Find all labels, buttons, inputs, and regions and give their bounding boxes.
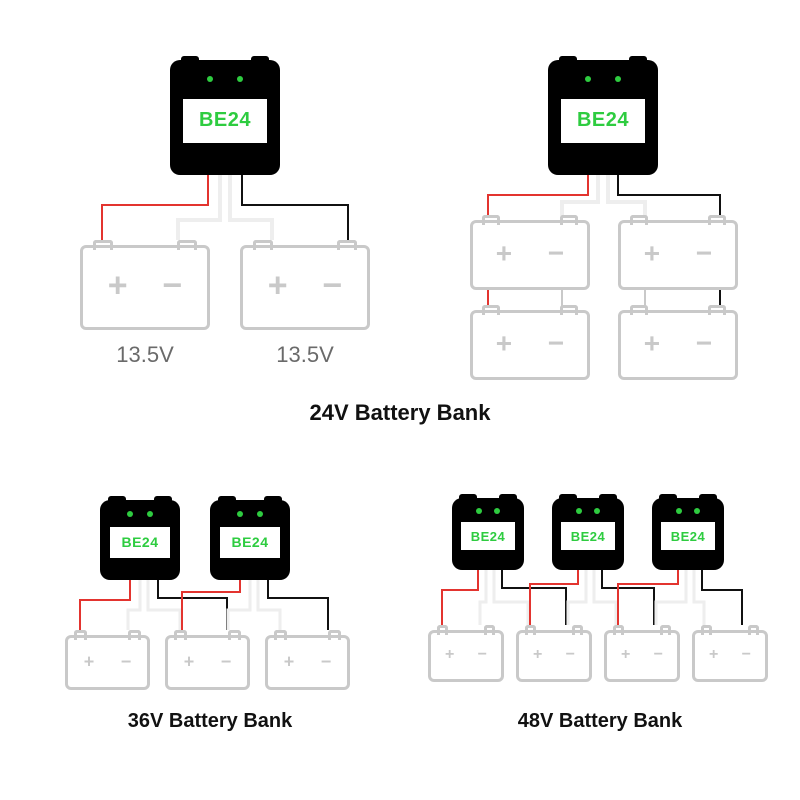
module-label: BE24 [571, 529, 606, 544]
module-screen: BE24 [461, 522, 516, 549]
battery: + − [692, 630, 768, 682]
module-label: BE24 [471, 529, 506, 544]
panel-24v-2bat: BE24 + − + − 13.5V 13.5V [60, 30, 390, 360]
panel-24v-4bat: BE24 + − + − + − + − [440, 30, 770, 390]
section-title-36v: 36V Battery Bank [50, 710, 370, 733]
led-icon [237, 76, 243, 82]
battery: + − [516, 630, 592, 682]
equalizer-module: BE24 [210, 500, 290, 580]
led-icon [147, 511, 153, 517]
battery-minus-icon: − [566, 646, 575, 664]
module-screen: BE24 [561, 522, 616, 549]
equalizer-module: BE24 [452, 498, 524, 570]
led-icon [594, 508, 600, 514]
section-title-24v: 24V Battery Bank [0, 400, 800, 426]
battery: + − [80, 245, 210, 330]
equalizer-module: BE24 [552, 498, 624, 570]
led-icon [694, 508, 700, 514]
module-label: BE24 [231, 534, 268, 550]
battery-minus-icon: − [696, 327, 712, 359]
battery-plus-icon: + [84, 651, 95, 672]
battery-plus-icon: + [644, 237, 660, 269]
battery: + − [470, 310, 590, 380]
module-label: BE24 [199, 109, 251, 132]
battery-minus-icon: − [221, 651, 232, 672]
battery-minus-icon: − [654, 646, 663, 664]
battery-minus-icon: − [548, 327, 564, 359]
battery-minus-icon: − [478, 646, 487, 664]
module-label: BE24 [121, 534, 158, 550]
battery: + − [240, 245, 370, 330]
battery-plus-icon: + [445, 646, 454, 664]
module-screen: BE24 [220, 527, 281, 557]
led-icon [237, 511, 243, 517]
battery-minus-icon: − [322, 266, 342, 305]
led-icon [585, 76, 591, 82]
led-icon [476, 508, 482, 514]
led-icon [676, 508, 682, 514]
battery-minus-icon: − [321, 651, 332, 672]
led-icon [615, 76, 621, 82]
battery-plus-icon: + [533, 646, 542, 664]
module-label: BE24 [671, 529, 706, 544]
battery: + − [428, 630, 504, 682]
equalizer-module: BE24 [100, 500, 180, 580]
module-label: BE24 [577, 109, 629, 132]
module-screen: BE24 [110, 527, 171, 557]
battery-plus-icon: + [621, 646, 630, 664]
battery-minus-icon: − [121, 651, 132, 672]
equalizer-module: BE24 [170, 60, 280, 175]
battery-plus-icon: + [496, 327, 512, 359]
battery: + − [618, 310, 738, 380]
module-screen: BE24 [183, 99, 267, 143]
panel-36v: BE24 BE24 + − + − + − 36V Battery Bank [50, 470, 370, 750]
equalizer-module: BE24 [548, 60, 658, 175]
led-icon [207, 76, 213, 82]
battery-minus-icon: − [162, 266, 182, 305]
battery-plus-icon: + [184, 651, 195, 672]
battery: + − [165, 635, 250, 690]
led-icon [257, 511, 263, 517]
battery: + − [470, 220, 590, 290]
led-icon [127, 511, 133, 517]
battery-voltage: 13.5V [80, 342, 210, 368]
battery: + − [65, 635, 150, 690]
battery-minus-icon: − [696, 237, 712, 269]
battery: + − [265, 635, 350, 690]
battery: + − [604, 630, 680, 682]
section-title-48v: 48V Battery Bank [420, 710, 780, 733]
panel-48v: BE24 BE24 BE24 + − + − + − + − 48V Batte… [420, 470, 780, 750]
battery-minus-icon: − [548, 237, 564, 269]
led-icon [576, 508, 582, 514]
equalizer-module: BE24 [652, 498, 724, 570]
battery-plus-icon: + [268, 266, 288, 305]
module-screen: BE24 [661, 522, 716, 549]
battery-plus-icon: + [644, 327, 660, 359]
module-screen: BE24 [561, 99, 645, 143]
battery-plus-icon: + [108, 266, 128, 305]
battery-plus-icon: + [284, 651, 295, 672]
battery-plus-icon: + [709, 646, 718, 664]
battery-minus-icon: − [742, 646, 751, 664]
battery-plus-icon: + [496, 237, 512, 269]
led-icon [494, 508, 500, 514]
battery: + − [618, 220, 738, 290]
battery-voltage: 13.5V [240, 342, 370, 368]
